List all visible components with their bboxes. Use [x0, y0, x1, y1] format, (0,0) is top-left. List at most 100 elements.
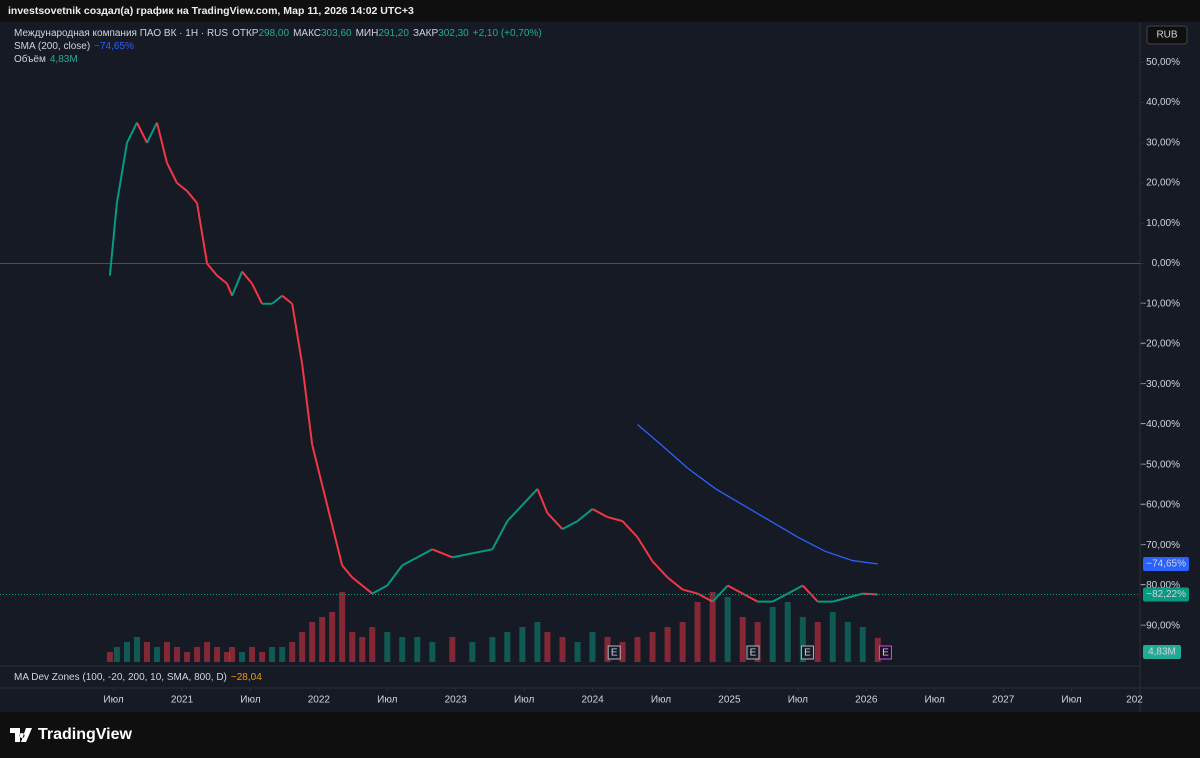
ohlc-value: 298,00 [258, 28, 289, 39]
x-tick-label: 2021 [171, 695, 194, 706]
price-segment [126, 122, 138, 144]
sma-legend: SMA (200, close) −74,65% [14, 41, 134, 52]
y-tick-label: 50,00% [1146, 57, 1180, 68]
y-tick-label: −10,00% [1140, 298, 1180, 309]
price-segment [166, 162, 178, 184]
volume-bar [204, 642, 211, 662]
volume-bar [229, 647, 236, 662]
x-tick-label: Июл [103, 695, 123, 706]
price-segment [186, 190, 198, 204]
price-segment [697, 592, 714, 603]
volume-badge [1143, 645, 1181, 659]
price-segment [607, 516, 623, 523]
volume-bar [173, 647, 180, 662]
price-segment [452, 552, 473, 559]
price-segment [431, 548, 453, 559]
x-tick-label: 2022 [308, 695, 331, 706]
price-segment [321, 484, 334, 526]
volume-bar [534, 622, 541, 662]
volume-bar [124, 642, 131, 662]
volume-bar [829, 612, 836, 662]
volume-label: Объём [14, 53, 46, 65]
currency[interactable]: RUB [1156, 30, 1177, 41]
price-segment [666, 576, 684, 591]
volume-bar [359, 637, 366, 662]
price-segment [591, 508, 608, 518]
volume-bar [224, 652, 231, 662]
volume-bar [874, 637, 881, 662]
y-tick-label: −90,00% [1140, 620, 1180, 631]
price-segment [311, 444, 324, 486]
price-badge [1143, 556, 1189, 571]
volume-bar [604, 637, 611, 662]
volume-bar [709, 592, 716, 662]
indicator: MA Dev Zones (100, -20, 200, 10, SMA, 80… [14, 672, 262, 683]
volume-bar [724, 597, 731, 662]
volume-bar [163, 642, 170, 662]
earnings-marker [878, 645, 892, 660]
volume-bar [859, 627, 866, 662]
volume-bar [143, 642, 150, 662]
volume-bar [309, 622, 316, 662]
sma-value: −74,65% [94, 41, 134, 52]
volume-bar [694, 602, 701, 662]
price-segment [521, 488, 539, 506]
price-segment [136, 122, 148, 144]
currency-button[interactable] [1146, 25, 1188, 45]
volume-legend: Объём 4,83M [14, 53, 78, 65]
price-segment [271, 294, 283, 305]
price-segment [506, 504, 524, 522]
volume-bar [133, 637, 140, 662]
price-segment [562, 520, 578, 531]
ohlc-label: МАКС [293, 28, 321, 39]
volume-bar [619, 642, 626, 662]
x-tick-label: 2024 [581, 695, 604, 706]
volume-bar [519, 627, 526, 662]
volume-bar [754, 622, 761, 662]
x-tick-label: Июл [925, 695, 945, 706]
volume-badge-label: 4,83M [1148, 647, 1176, 658]
price-segment [291, 303, 304, 365]
volume-bar [289, 642, 296, 662]
price-segment [711, 584, 729, 603]
volume-bar [574, 642, 581, 662]
volume-bar [153, 647, 160, 662]
price-segment [727, 584, 744, 595]
volume-bar [769, 607, 776, 662]
ohlc-value: 291,20 [378, 28, 409, 39]
volume-bar [369, 627, 376, 662]
price-segment [226, 283, 234, 297]
price-segment [832, 596, 849, 603]
volume-bar [339, 592, 346, 662]
price-segment [472, 548, 493, 555]
ohlc-label: ЗАКР [413, 28, 439, 39]
x-tick-label: 2023 [445, 695, 468, 706]
volume-bar [589, 632, 596, 662]
price-segment [196, 202, 209, 264]
x-tick-label: Июл [1061, 695, 1081, 706]
price-segment [401, 556, 418, 567]
volume-bar [259, 652, 266, 662]
price-segment [281, 294, 293, 305]
logo-icon [10, 728, 32, 742]
y-tick-label: −40,00% [1140, 419, 1180, 430]
logo-text: TradingView [38, 726, 133, 743]
volume-bar [269, 647, 276, 662]
change: +2,10 (+0,70%) [473, 28, 542, 39]
volume-bar [844, 622, 851, 662]
volume-bar [489, 637, 496, 662]
volume-bar [329, 612, 336, 662]
sma-label: SMA (200, close) [14, 41, 90, 52]
price-segment [546, 512, 564, 530]
x-tick-label: Июл [651, 695, 671, 706]
price-segment [651, 560, 669, 579]
y-tick-label: 30,00% [1146, 137, 1180, 148]
volume-bar [784, 602, 791, 662]
price-segment [416, 548, 433, 559]
volume-bar [399, 637, 406, 662]
indicator-label: MA Dev Zones (100, -20, 200, 10, SMA, 80… [14, 672, 227, 683]
volume-value: 4,83M [50, 54, 78, 65]
price-segment [636, 536, 654, 562]
y-tick-label: 10,00% [1146, 218, 1180, 229]
price-badge-label: −74,65% [1146, 559, 1186, 570]
